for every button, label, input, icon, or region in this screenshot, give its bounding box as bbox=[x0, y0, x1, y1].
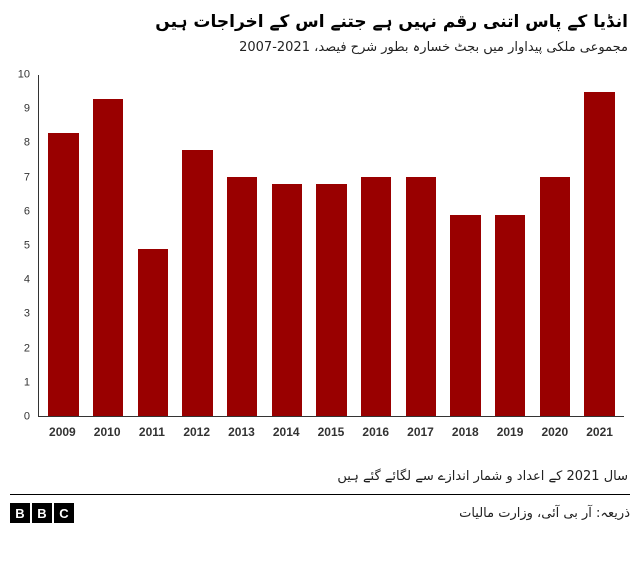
footer-row: B B C ذریعہ: آر بی آئی، وزارت مالیات bbox=[10, 503, 630, 523]
x-tick-label-2014: 2014 bbox=[272, 425, 300, 439]
bar-slot-2014 bbox=[264, 75, 309, 416]
y-tick-label-2: 2 bbox=[23, 342, 30, 355]
bar-2018 bbox=[450, 214, 481, 416]
bar-2011 bbox=[137, 248, 168, 416]
bar-slot-2016 bbox=[354, 75, 399, 416]
bar-2017 bbox=[405, 177, 437, 416]
bar-2019 bbox=[495, 214, 526, 416]
source-text: ذریعہ: آر بی آئی، وزارت مالیات bbox=[459, 505, 630, 521]
y-tick-label-9: 9 bbox=[23, 102, 30, 115]
chart-header: انڈیا کے پاس اتنی رقم نہیں ہے جتنے اس کے… bbox=[10, 8, 630, 57]
footer-divider bbox=[10, 494, 630, 495]
bar-slot-2020 bbox=[533, 75, 578, 416]
y-tick-label-4: 4 bbox=[23, 273, 30, 286]
x-tick-label-2018: 2018 bbox=[451, 425, 479, 439]
plot-area bbox=[38, 75, 624, 417]
bar-slot-2017 bbox=[399, 75, 444, 416]
bar-slot-2021 bbox=[577, 75, 622, 416]
y-tick-label-6: 6 bbox=[23, 205, 30, 218]
x-tick-label-2020: 2020 bbox=[541, 425, 569, 439]
bar-2015 bbox=[316, 184, 347, 416]
x-tick-label-2015: 2015 bbox=[317, 425, 345, 439]
x-tick-label-2009: 2009 bbox=[49, 425, 76, 439]
bbc-logo-block-b2: B bbox=[32, 503, 52, 523]
x-tick-label-2010: 2010 bbox=[93, 425, 121, 439]
y-tick-label-3: 3 bbox=[23, 307, 30, 320]
bar-2013 bbox=[226, 177, 258, 416]
y-tick-label-7: 7 bbox=[23, 171, 30, 184]
bar-2009 bbox=[48, 132, 79, 416]
x-tick-label-2021: 2021 bbox=[586, 425, 613, 439]
x-tick-label-2013: 2013 bbox=[228, 425, 255, 439]
bar-chart: 0 1 2 3 4 5 6 7 8 9 10 bbox=[18, 69, 624, 422]
bar-2020 bbox=[539, 177, 571, 416]
y-axis: 0 1 2 3 4 5 6 7 8 9 10 bbox=[10, 69, 34, 422]
chart-footnote: سال 2021 کے اعداد و شمار اندازے سے لگائے… bbox=[337, 469, 628, 484]
bbc-logo-block-c: C bbox=[54, 503, 74, 523]
x-tick-label-2011: 2011 bbox=[138, 425, 165, 439]
y-tick-label-8: 8 bbox=[23, 136, 30, 149]
bar-slot-2010 bbox=[86, 75, 131, 416]
bar-slot-2009 bbox=[41, 75, 86, 416]
bbc-logo-block-b1: B bbox=[10, 503, 30, 523]
x-axis-labels: 2009 2010 2011 2012 2013 2014 2015 2016 2017 2018… bbox=[38, 425, 624, 439]
bar-slot-2019 bbox=[488, 75, 533, 416]
chart-title: انڈیا کے پاس اتنی رقم نہیں ہے جتنے اس کے… bbox=[155, 12, 628, 32]
bbc-logo: B B C bbox=[10, 503, 74, 523]
bar-2016 bbox=[360, 177, 392, 416]
bar-slot-2018 bbox=[443, 75, 488, 416]
x-tick-label-2012: 2012 bbox=[183, 425, 211, 439]
bar-2012 bbox=[182, 150, 213, 416]
bar-slot-2012 bbox=[175, 75, 220, 416]
x-tick-label-2017: 2017 bbox=[407, 425, 434, 439]
y-tick-label-0: 0 bbox=[23, 410, 30, 423]
bar-2021 bbox=[584, 92, 615, 416]
bar-slot-2011 bbox=[130, 75, 175, 416]
y-tick-label-1: 1 bbox=[23, 376, 30, 389]
bar-slot-2015 bbox=[309, 75, 354, 416]
chart-subtitle: مجموعی ملکی پیداوار میں بجٹ خسارہ بطور ش… bbox=[239, 39, 628, 55]
y-tick-label-10: 10 bbox=[17, 68, 30, 81]
bar-2014 bbox=[271, 184, 302, 416]
x-tick-label-2016: 2016 bbox=[362, 425, 390, 439]
bar-slot-2013 bbox=[220, 75, 265, 416]
x-tick-label-2019: 2019 bbox=[496, 425, 524, 439]
y-tick-label-5: 5 bbox=[23, 239, 30, 252]
bar-2010 bbox=[92, 98, 124, 416]
